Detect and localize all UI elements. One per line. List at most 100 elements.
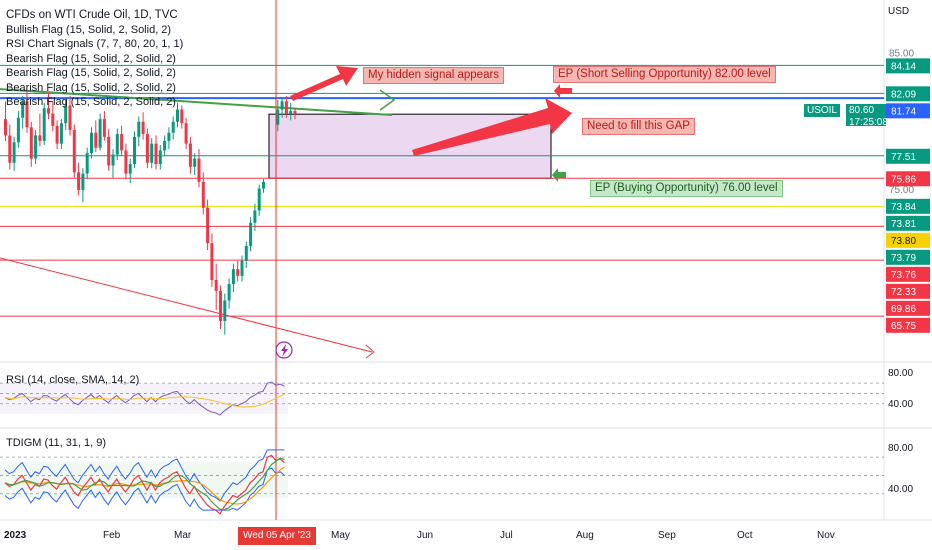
arrow-hidden-signal: [290, 66, 358, 101]
price-level-label: [886, 171, 930, 187]
candle-body: [154, 143, 158, 165]
annotation-hidden-signal[interactable]: My hidden signal appears: [363, 67, 505, 84]
price-level-text: 82.09: [891, 89, 916, 100]
candle-body: [227, 284, 231, 301]
price-tick-label: 85.00: [889, 49, 914, 60]
price-level-label: [886, 232, 930, 248]
candle-body: [180, 109, 184, 124]
price-level-text: 73.81: [891, 219, 916, 230]
symbol-tag-symbol: USOIL: [804, 104, 841, 117]
candle-body: [171, 121, 175, 133]
indicator-label[interactable]: Bearish Flag (15, Solid, 2, Solid, 2): [6, 96, 176, 108]
price-level-label: [886, 58, 930, 74]
trend-arrowhead: [365, 344, 375, 359]
candle-body: [150, 143, 154, 163]
price-level-text: 84.14: [891, 61, 916, 72]
flag-line: [0, 88, 393, 116]
candle-body: [12, 142, 16, 163]
indicator-label[interactable]: RSI Chart Signals (7, 7, 80, 20, 1, 1): [6, 38, 184, 50]
candle-body: [206, 207, 210, 244]
candle-body: [236, 269, 240, 276]
price-level-label: [886, 198, 930, 214]
candle-body: [253, 210, 257, 223]
candle-body: [34, 135, 38, 159]
arrow-buy: [552, 168, 566, 182]
rsi-panel-label[interactable]: RSI (14, close, SMA, 14, 2): [6, 374, 140, 386]
candle-body: [188, 143, 192, 167]
price-level-label: [886, 103, 930, 119]
price-level-label: [886, 266, 930, 282]
flag-arrowhead: [379, 89, 396, 111]
price-level-text: 73.79: [891, 253, 916, 264]
candle-body: [77, 172, 81, 190]
tdigm-tick-80: 80.00: [888, 443, 914, 454]
candle-body: [29, 127, 33, 159]
annotation-short-sell[interactable]: EP (Short Selling Opportunity) 82.00 lev…: [553, 66, 776, 83]
currency-label: USD: [888, 6, 910, 17]
candle-body: [158, 150, 162, 165]
candle-body: [141, 121, 145, 135]
candle-body: [85, 153, 89, 174]
tdigm-panel-label[interactable]: TDIGM (11, 31, 1, 9): [6, 437, 107, 449]
indicator-label[interactable]: Bearish Flag (15, Solid, 2, Solid, 2): [6, 81, 176, 94]
candle-body: [231, 269, 235, 285]
chart-title: CFDs on WTI Crude Oil, 1D, TVC: [6, 9, 178, 21]
candle-body: [184, 123, 188, 144]
time-label: 2023: [4, 530, 27, 541]
candle-body: [42, 108, 46, 141]
candle-body: [293, 110, 297, 114]
time-label: May: [331, 530, 350, 541]
price-level-text: 73.76: [891, 270, 916, 281]
candle-body: [72, 130, 76, 173]
time-label: Mar: [174, 530, 192, 541]
candle-body: [115, 134, 119, 155]
time-label: Feb: [103, 530, 121, 541]
indicator-label[interactable]: Bearish Flag (15, Solid, 2, Solid, 2): [6, 52, 176, 65]
indicator-label[interactable]: Bullish Flag (15, Solid, 2, Solid, 2): [6, 23, 172, 36]
candle-body: [193, 158, 197, 167]
candle-body: [262, 181, 265, 189]
tdigm-tick-40: 40.00: [888, 484, 914, 495]
candle-body: [124, 150, 128, 174]
candle-body: [214, 280, 218, 291]
candle-body: [102, 119, 106, 137]
time-label: Sep: [658, 530, 676, 541]
tdigm-fast-line: [4, 454, 285, 515]
indicator-label[interactable]: Bearish Flag (15, Solid, 2, Solid, 2): [6, 67, 176, 79]
candle-body: [81, 173, 85, 190]
price-level-text: 73.80: [891, 236, 916, 247]
lightning-icon: [281, 344, 288, 357]
price-tick-label: 75.00: [889, 185, 914, 196]
candle-body: [68, 105, 72, 130]
annotation-fill-gap[interactable]: Need to fill this GAP: [582, 118, 695, 135]
time-label: Jul: [500, 530, 513, 541]
price-level-text: 75.86: [891, 174, 916, 185]
price-level-text: 65.75: [891, 321, 916, 332]
price-level-text: 81.74: [891, 106, 916, 117]
rsi-sma-line: [4, 393, 285, 408]
time-crosshair-label: Wed 05 Apr '23: [238, 527, 316, 545]
candle-body: [111, 154, 115, 166]
price-level-text: 72.33: [891, 287, 916, 298]
candle-body: [120, 134, 124, 151]
candle-body: [240, 260, 244, 276]
candle-body: [201, 181, 205, 208]
candle-body: [4, 119, 7, 136]
candle-body: [8, 135, 12, 163]
candle-body: [51, 113, 55, 126]
price-level-label: [886, 283, 930, 299]
candle-body: [244, 245, 248, 261]
candle-body: [55, 125, 59, 144]
annotation-buy[interactable]: EP (Buying Opportunity) 76.00 level: [590, 180, 783, 197]
time-label: Aug: [576, 530, 594, 541]
rsi-tick-40: 40.00: [888, 399, 914, 410]
tdigm-upper-band: [4, 449, 285, 502]
symbol-price-tag: USOIL 80.60 17:25:08: [804, 104, 888, 128]
time-label: Nov: [817, 530, 835, 541]
candle-body: [280, 101, 284, 110]
candle-body: [210, 243, 214, 280]
candle-body: [25, 101, 29, 128]
rsi-line: [4, 381, 285, 416]
candle-body: [284, 101, 288, 114]
